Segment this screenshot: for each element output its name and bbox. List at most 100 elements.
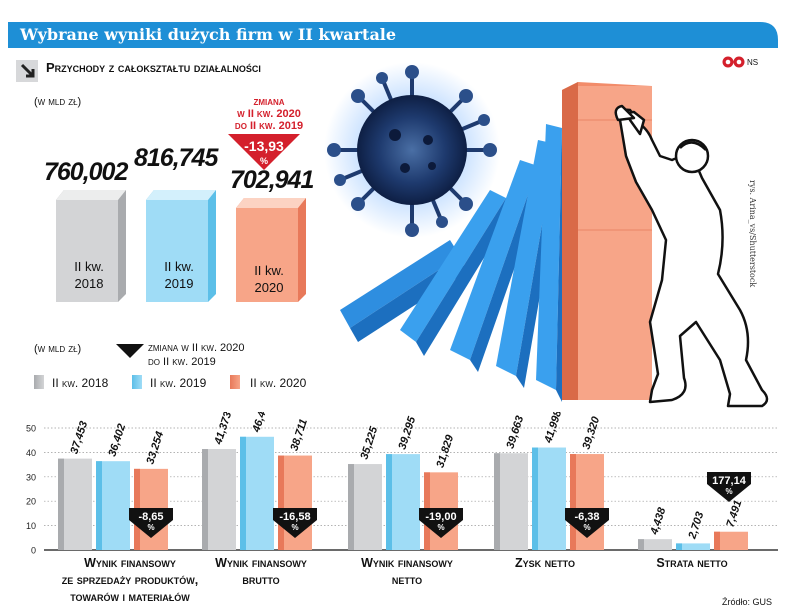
image-credit: rys. Arina_vs/Shutterstock [748, 180, 757, 288]
legend-2018-swatch [34, 375, 44, 389]
revenue-label-2019-line1: II kw. [164, 259, 194, 274]
bar-shade-1-4 [676, 543, 682, 550]
page-title: Wybrane wyniki dużych firm w II kwartale [20, 25, 397, 44]
change-label-3: -6,38 [574, 511, 599, 523]
chart-unit: (w mld zł) [34, 343, 82, 355]
category-label-0-line1: Wynik finansowy [84, 556, 176, 570]
change-legend: zmiana w II kw. 2020 do II kw. 2019 [148, 341, 288, 369]
data-label-2-4: 7,491 [724, 499, 744, 529]
data-label-1-3: 41,998 [542, 412, 564, 445]
category-label-3: Zysk netto [490, 555, 600, 572]
bar-shade-2-3 [570, 454, 576, 550]
man-figure [614, 104, 769, 408]
logo-text: NS [747, 58, 759, 67]
change-unit-0: % [147, 523, 154, 532]
change-unit-4: % [725, 487, 732, 496]
ytick-label-1: 10 [26, 521, 36, 531]
category-label-0: Wynik finansowy ze sprzedaży produktów, … [40, 555, 220, 606]
change-arrow-icon [228, 134, 300, 170]
legend-2019-label: II kw. 2019 [150, 376, 207, 390]
revenue-label-2018-line1: II kw. [74, 259, 104, 274]
change-arrow-1 [273, 508, 317, 538]
change-heading-line1: zmiana [253, 96, 285, 108]
category-label-1-line1: Wynik finansowy [215, 556, 307, 570]
revenue-value-2020: 702,941 [230, 166, 314, 194]
bar-shade-1-0 [96, 461, 102, 550]
revenue-unit: (w mld zł) [34, 96, 82, 108]
revenue-box-2020 [236, 198, 306, 302]
category-label-1-line2: brutto [242, 573, 280, 587]
dominoes [340, 124, 568, 402]
legend-2020-swatch [230, 375, 240, 389]
source-note: Źródło: GUS [722, 597, 773, 607]
revenue-value-2018: 760,002 [44, 158, 128, 186]
change-heading-line3: do II kw. 2019 [234, 120, 304, 132]
bar-2-4 [714, 531, 748, 550]
category-label-1: Wynik finansowy brutto [196, 555, 326, 589]
ytick-label-0: 0 [31, 546, 36, 556]
data-label-0-1: 41,373 [212, 412, 234, 447]
change-arrow-4 [707, 472, 751, 502]
revenue-title: Przychody z całokształtu działalności [46, 60, 261, 75]
bar-shade-1-3 [532, 447, 538, 550]
revenue-label-2020: II kw. 2020 [238, 262, 300, 296]
data-label-1-1: 46,403 [250, 412, 272, 435]
legend-2019-swatch [132, 375, 142, 389]
change-heading-line2: w II kw. 2020 [237, 108, 301, 120]
revenue-box-2019 [146, 190, 216, 302]
change-unit-2: % [437, 523, 444, 532]
ytick-label-4: 40 [26, 448, 36, 458]
illustration [324, 62, 769, 408]
change-arrow-2 [419, 508, 463, 538]
change-unit: % [259, 156, 268, 166]
bar-shade-2-4 [714, 531, 720, 550]
bar-shade-0-4 [638, 539, 644, 550]
category-label-3-line1: Zysk netto [515, 556, 575, 570]
category-label-2-line2: netto [391, 573, 423, 587]
change-unit-3: % [583, 523, 590, 532]
change-arrow-3 [565, 508, 609, 538]
bar-1-4 [676, 543, 710, 550]
category-label-0-line2: ze sprzedaży produktów, [61, 573, 199, 587]
data-label-2-1: 38,711 [288, 418, 310, 453]
change-legend-arrow-icon [116, 344, 144, 358]
change-label-4: 177,14 [712, 475, 747, 487]
bar-shade-0-3 [494, 453, 500, 550]
revenue-value-2019: 816,745 [134, 144, 218, 172]
change-arrow-0 [129, 508, 173, 538]
change-legend-line1: zmiana w II kw. 2020 [148, 342, 245, 354]
category-label-0-line3: towarów i materiałów [70, 590, 190, 604]
ytick-label-3: 30 [26, 472, 36, 482]
change-unit-1: % [291, 523, 298, 532]
virus-icon [324, 62, 500, 238]
logo-icon [722, 56, 745, 68]
category-label-2-line1: Wynik finansowy [361, 556, 453, 570]
data-label-2-2: 31,829 [434, 433, 456, 470]
data-label-2-0: 33,254 [144, 430, 166, 466]
change-value: -13,93 [244, 138, 284, 154]
change-label-1: -16,58 [279, 511, 310, 523]
category-label-2: Wynik finansowy netto [342, 555, 472, 589]
data-label-0-4: 4,438 [648, 505, 669, 537]
revenue-label-2020-line1: II kw. [254, 263, 284, 278]
change-label-0: -8,65 [138, 511, 163, 523]
data-label-2-3: 39,320 [580, 414, 602, 451]
category-label-4-line1: Strata netto [656, 556, 728, 570]
data-label-0-2: 35,225 [358, 424, 380, 461]
legend-2018-label: II kw. 2018 [52, 376, 109, 390]
revenue-label-2018: II kw. 2018 [58, 258, 120, 292]
revenue-label-2018-line2: 2018 [74, 276, 104, 291]
bar-chart: 0 10 20 30 40 50 37,453 41,373 35,225 39,663 4,438… [26, 412, 778, 556]
ytick-label-2: 20 [26, 497, 36, 507]
change-label-2: -19,00 [425, 511, 456, 523]
bar-shade-0-0 [58, 458, 64, 550]
change-legend-line2: do II kw. 2019 [148, 356, 216, 368]
change-heading: zmiana w II kw. 2020 do II kw. 2019 [214, 96, 324, 132]
arrow-down-right-icon [16, 60, 38, 82]
ytick-label-5: 50 [26, 424, 36, 434]
bar-shade-0-2 [348, 464, 354, 550]
data-label-0-3: 39,663 [504, 414, 526, 450]
header-bar [8, 22, 778, 48]
bar-shade-1-1 [240, 436, 246, 550]
revenue-box-2018 [56, 190, 126, 302]
